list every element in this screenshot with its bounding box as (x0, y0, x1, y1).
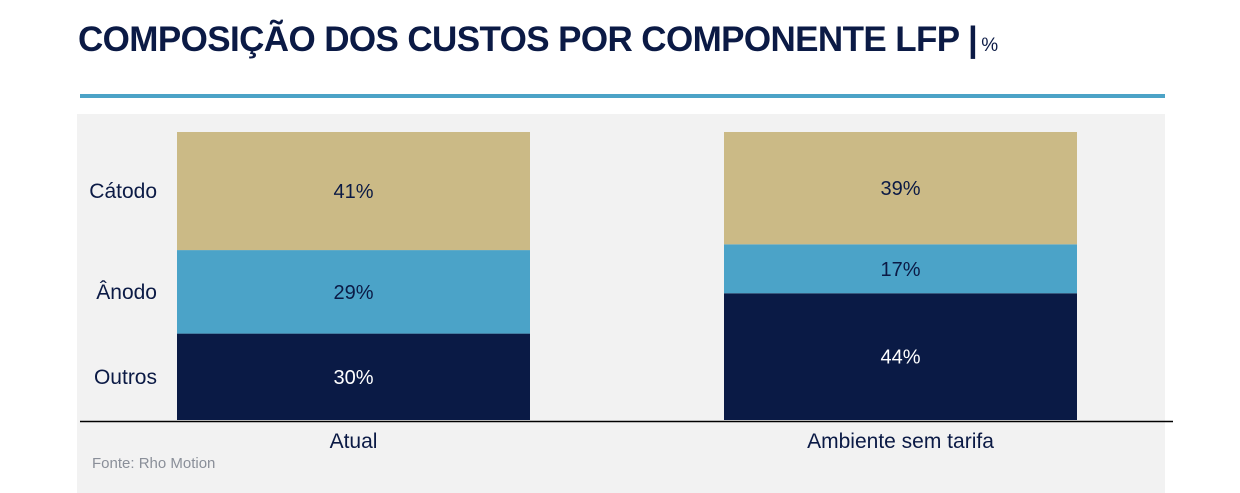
bar-segment-c-todo-1 (724, 132, 1077, 245)
chart-title-text: COMPOSIÇÃO DOS CUSTOS POR COMPONENTE LFP… (78, 20, 978, 59)
bar-segment-outros-0 (177, 333, 530, 420)
legend-label: Ânodo (96, 281, 157, 304)
bar-segment--nodo-1 (724, 244, 1077, 294)
data-label: 29% (333, 282, 373, 304)
legend-label: Cátodo (89, 180, 157, 203)
category-label: Atual (330, 430, 378, 453)
legend-label: Outros (94, 366, 157, 389)
bar-segment--nodo-0 (177, 250, 530, 334)
bar-segment-outros-1 (724, 293, 1077, 420)
category-label: Ambiente sem tarifa (807, 430, 994, 453)
source-note: Fonte: Rho Motion (92, 455, 216, 472)
data-label: 17% (880, 259, 920, 281)
data-label: 39% (880, 178, 920, 200)
chart-title: COMPOSIÇÃO DOS CUSTOS POR COMPONENTE LFP… (78, 18, 998, 62)
data-label: 30% (333, 367, 373, 389)
title-divider (80, 94, 1165, 98)
data-label: 41% (333, 181, 373, 203)
bar-segment-c-todo-0 (177, 132, 530, 251)
chart-title-unit: % (981, 35, 999, 56)
data-label: 44% (880, 347, 920, 369)
